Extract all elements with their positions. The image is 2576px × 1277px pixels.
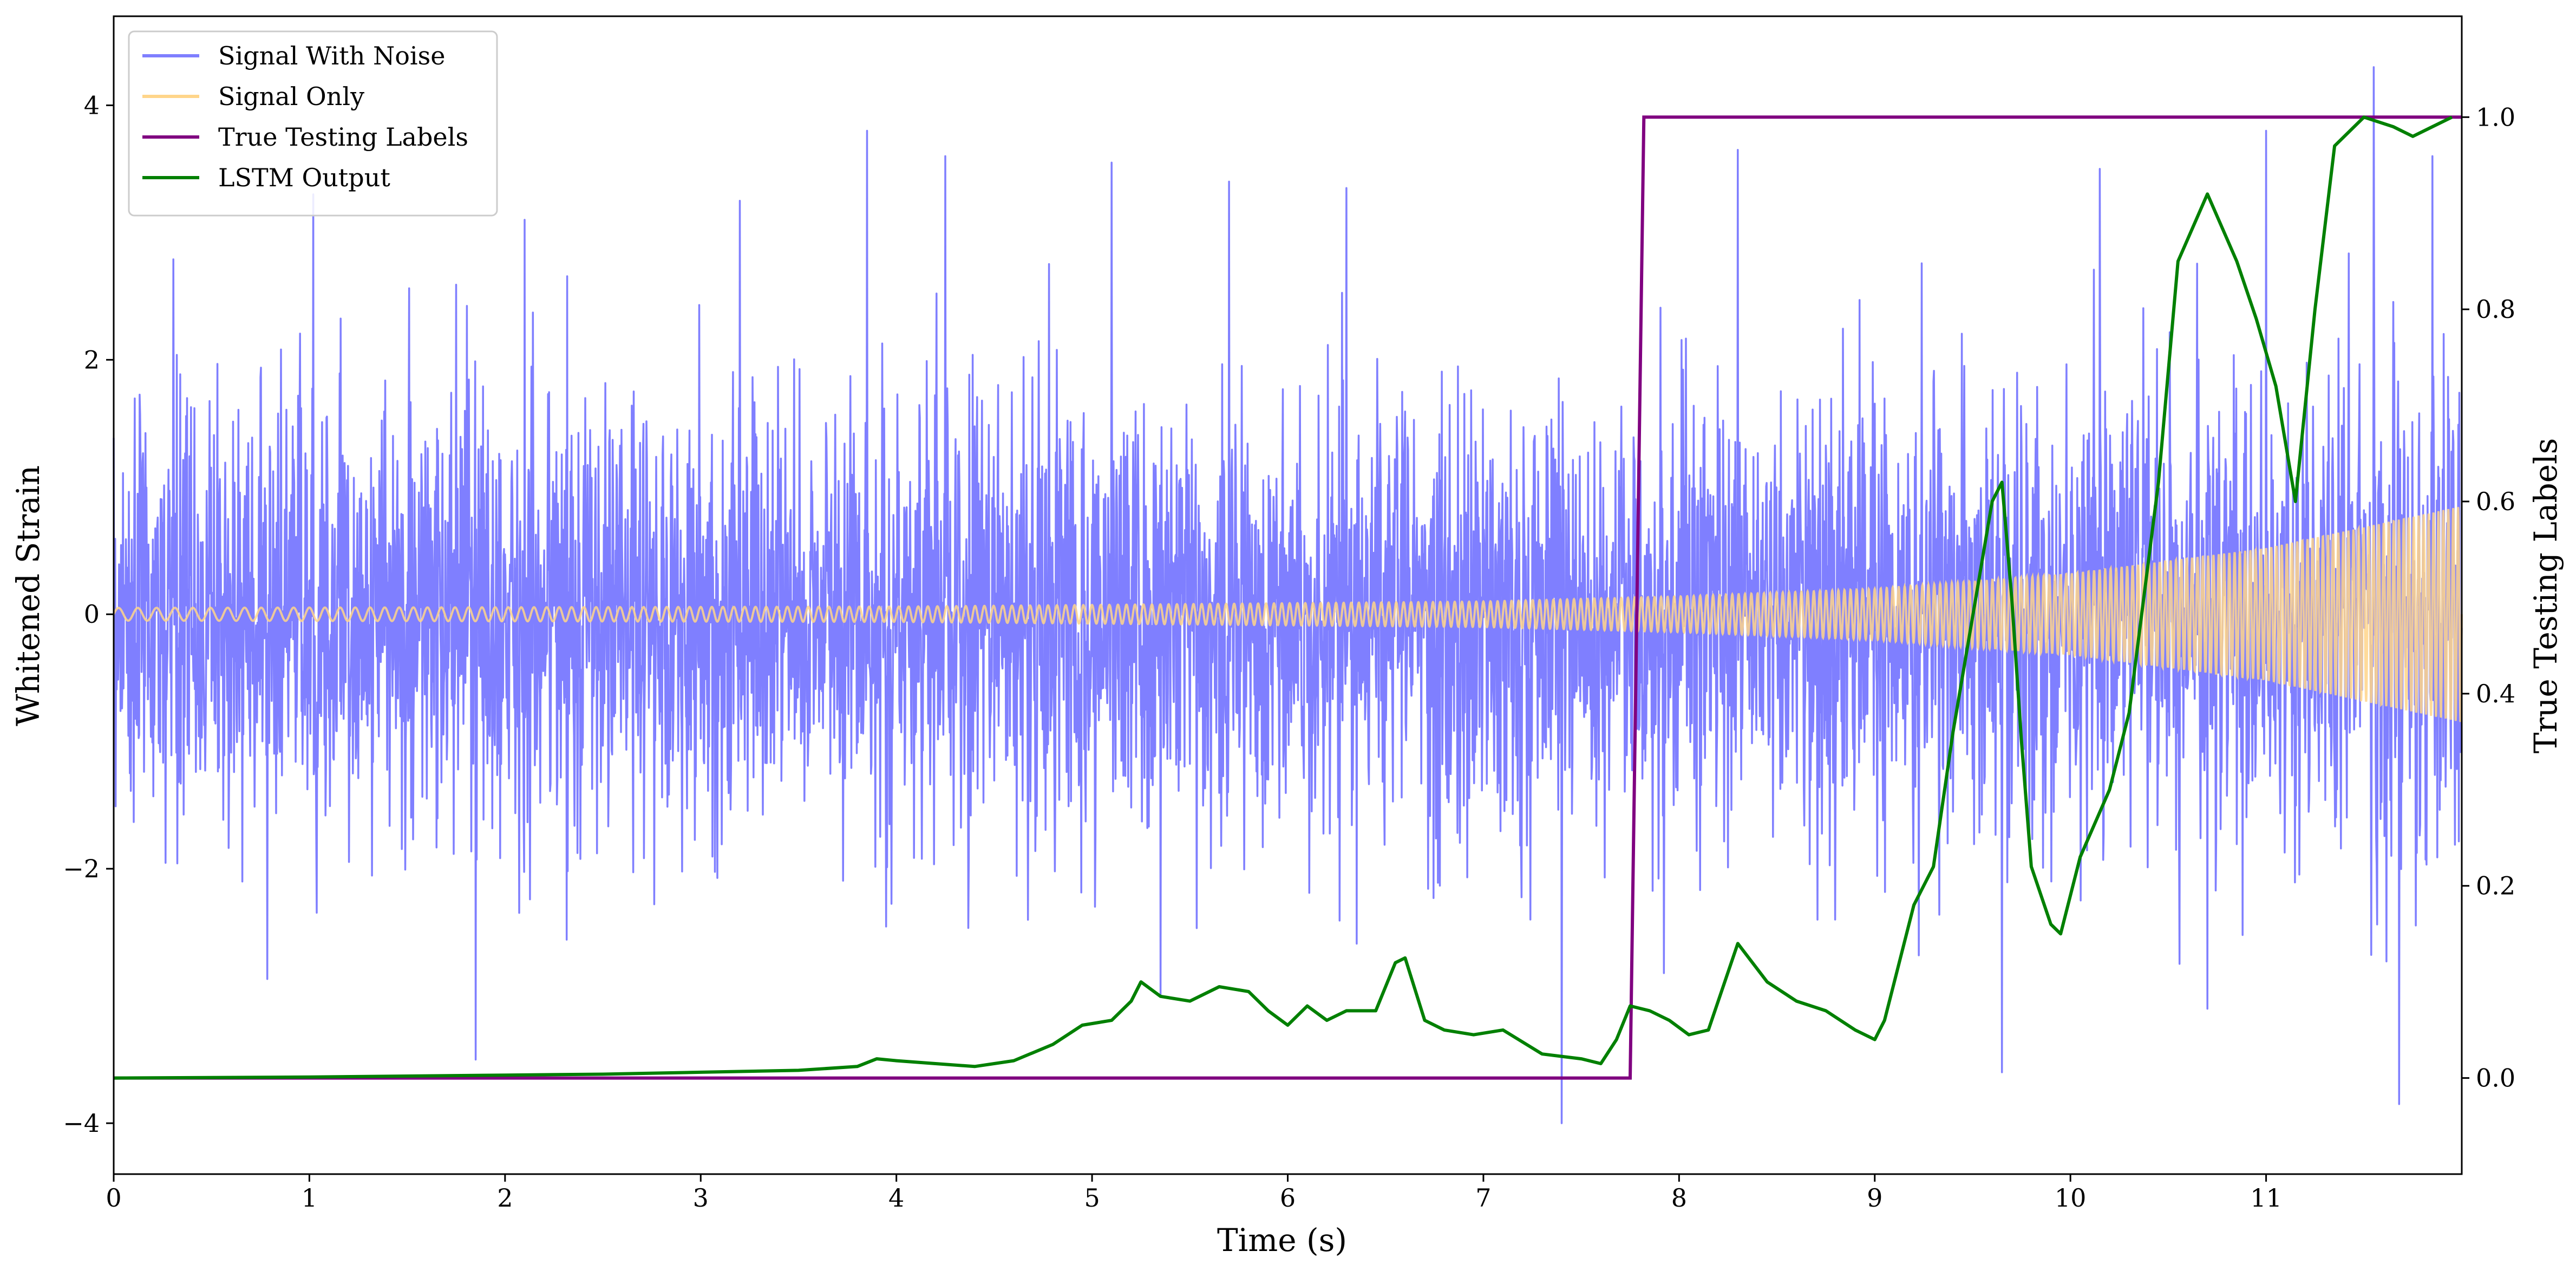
x-tick-label: 7	[1475, 1183, 1491, 1213]
x-tick-label: 10	[2055, 1183, 2087, 1213]
y2-tick-label: 0.0	[2476, 1064, 2515, 1093]
legend-label: Signal With Noise	[218, 41, 445, 70]
x-tick-label: 0	[106, 1183, 121, 1213]
y2-tick-label: 0.6	[2476, 487, 2515, 516]
x-tick-label: 11	[2250, 1183, 2282, 1213]
y2-axis-title: True Testing Labels	[2527, 438, 2564, 753]
x-tick-label: 5	[1084, 1183, 1100, 1213]
legend-label: Signal Only	[218, 82, 364, 111]
y2-axis-ticks: 0.0 0.2 0.4 0.6 0.8 1.0	[2462, 102, 2515, 1093]
series-signal-only	[113, 507, 2463, 722]
y-tick-label: −4	[63, 1109, 100, 1138]
line-signal-only	[113, 507, 2463, 722]
x-axis-title: Time (s)	[1217, 1222, 1347, 1259]
y-tick-label: 0	[84, 600, 100, 629]
x-tick-label: 1	[302, 1183, 317, 1213]
x-tick-label: 9	[1867, 1183, 1882, 1213]
y-tick-label: 4	[84, 90, 100, 120]
line-true-testing-labels	[114, 115, 2462, 1080]
legend-box	[128, 30, 498, 217]
y-axis-title: Whitened Strain	[10, 465, 47, 726]
x-tick-label: 4	[888, 1183, 904, 1213]
series-true-testing-labels	[114, 115, 2462, 1080]
x-tick-label: 8	[1671, 1183, 1687, 1213]
series-lstm-output	[113, 115, 2453, 1080]
x-tick-label: 6	[1280, 1183, 1296, 1213]
x-tick-label: 3	[693, 1183, 709, 1213]
x-axis-ticks: 0 1 2 3 4 5 6 7 8 9 10 11	[106, 1174, 2282, 1213]
y2-tick-label: 0.8	[2476, 295, 2515, 324]
y2-tick-label: 0.4	[2476, 679, 2515, 708]
y-tick-label: −2	[63, 854, 100, 883]
y-axis-ticks: −4 −2 0 2 4	[63, 90, 114, 1138]
y-tick-label: 2	[84, 345, 100, 374]
y2-tick-label: 0.2	[2476, 871, 2515, 901]
legend: Signal With Noise Signal Only True Testing…	[128, 30, 498, 217]
legend-label: True Testing Labels	[218, 122, 468, 152]
legend-label: LSTM Output	[218, 163, 390, 192]
line-lstm-output	[113, 115, 2453, 1080]
x-tick-label: 2	[497, 1183, 513, 1213]
y2-tick-label: 1.0	[2476, 102, 2515, 132]
